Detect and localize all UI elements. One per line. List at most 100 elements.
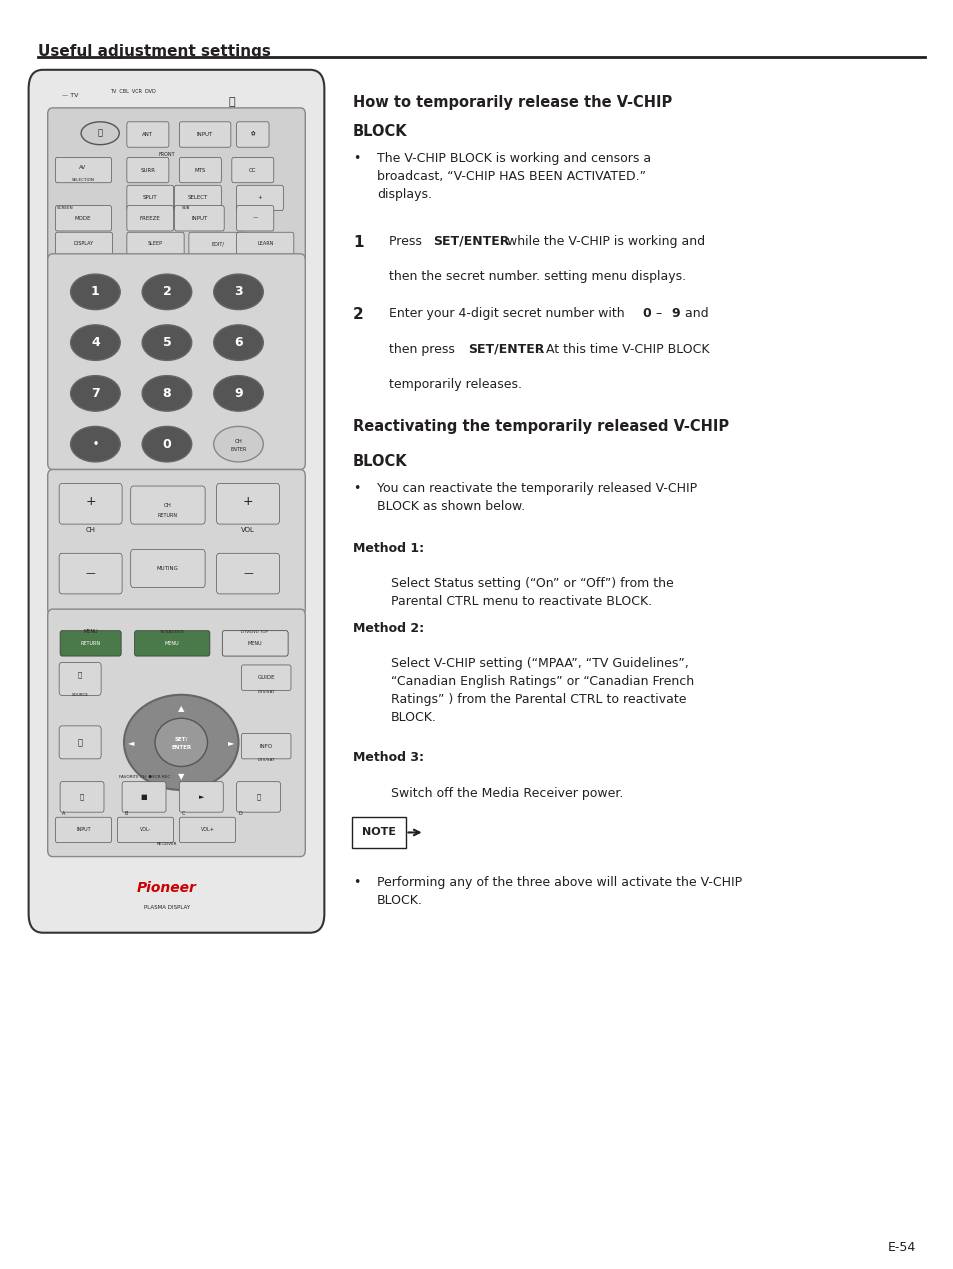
Text: VOL-: VOL-	[140, 827, 151, 832]
Text: BLOCK: BLOCK	[353, 124, 407, 140]
FancyBboxPatch shape	[216, 483, 279, 524]
FancyBboxPatch shape	[179, 782, 223, 812]
FancyBboxPatch shape	[55, 206, 112, 231]
Text: DISPLAY: DISPLAY	[73, 241, 94, 246]
Text: Performing any of the three above will activate the V-CHIP
BLOCK.: Performing any of the three above will a…	[376, 876, 741, 906]
FancyBboxPatch shape	[59, 726, 101, 759]
FancyBboxPatch shape	[236, 232, 294, 255]
Text: RETURN: RETURN	[80, 641, 101, 646]
Text: D: D	[238, 811, 242, 816]
FancyBboxPatch shape	[127, 122, 169, 147]
Ellipse shape	[71, 274, 120, 310]
Ellipse shape	[142, 325, 192, 360]
Text: 8: 8	[162, 387, 172, 400]
Text: temporarily releases.: temporarily releases.	[389, 378, 521, 391]
FancyBboxPatch shape	[222, 631, 288, 656]
FancyBboxPatch shape	[134, 631, 210, 656]
Text: FRONT: FRONT	[158, 152, 175, 157]
FancyBboxPatch shape	[48, 609, 305, 857]
FancyBboxPatch shape	[216, 553, 279, 594]
Text: DTV/DVD TOP: DTV/DVD TOP	[241, 629, 268, 634]
Ellipse shape	[142, 376, 192, 411]
Text: Select Status setting (“On” or “Off”) from the
Parental CTRL menu to reactivate : Select Status setting (“On” or “Off”) fr…	[391, 577, 673, 608]
Text: ANT: ANT	[142, 132, 153, 137]
Ellipse shape	[124, 695, 238, 789]
FancyBboxPatch shape	[189, 232, 246, 255]
FancyBboxPatch shape	[131, 549, 205, 588]
Text: •: •	[353, 152, 360, 165]
Text: Pioneer: Pioneer	[137, 881, 196, 896]
FancyBboxPatch shape	[179, 157, 221, 183]
Text: 1: 1	[91, 286, 100, 298]
Text: ⏸: ⏸	[77, 737, 83, 747]
Text: EDIT/: EDIT/	[211, 241, 224, 246]
Text: CC: CC	[249, 168, 256, 173]
Text: while the V-CHIP is working and: while the V-CHIP is working and	[502, 235, 704, 247]
Text: and: and	[680, 307, 708, 320]
Text: MENU: MENU	[164, 641, 179, 646]
Text: SET/ENTER: SET/ENTER	[468, 343, 544, 355]
Text: — TV: — TV	[62, 93, 78, 98]
Text: Press: Press	[389, 235, 426, 247]
FancyBboxPatch shape	[174, 185, 221, 211]
Text: 2: 2	[162, 286, 172, 298]
FancyBboxPatch shape	[48, 108, 305, 324]
FancyBboxPatch shape	[131, 486, 205, 524]
FancyBboxPatch shape	[127, 157, 169, 183]
Text: Useful adjustment settings: Useful adjustment settings	[38, 44, 271, 60]
Text: SET/ENTER: SET/ENTER	[433, 235, 509, 247]
Text: LEARN: LEARN	[256, 241, 274, 246]
Text: 6: 6	[233, 336, 243, 349]
Text: MUTING: MUTING	[157, 566, 178, 571]
Text: +: +	[85, 495, 96, 508]
FancyBboxPatch shape	[127, 206, 173, 231]
FancyBboxPatch shape	[29, 70, 324, 933]
Text: SUB: SUB	[181, 206, 190, 211]
Text: RECEIVER: RECEIVER	[156, 841, 177, 846]
Text: —: —	[253, 216, 257, 221]
FancyBboxPatch shape	[60, 631, 121, 656]
Text: MENU: MENU	[247, 641, 262, 646]
Text: then press: then press	[389, 343, 458, 355]
Text: . At this time V-CHIP BLOCK: . At this time V-CHIP BLOCK	[537, 343, 709, 355]
Text: 4: 4	[91, 336, 100, 349]
Text: DTV/SAT: DTV/SAT	[257, 689, 274, 694]
Ellipse shape	[213, 274, 263, 310]
FancyBboxPatch shape	[236, 122, 269, 147]
Ellipse shape	[213, 325, 263, 360]
Ellipse shape	[71, 426, 120, 462]
Text: ⏻: ⏻	[78, 671, 82, 679]
Text: 中: 中	[229, 96, 235, 107]
FancyBboxPatch shape	[127, 232, 184, 255]
Text: CH: CH	[164, 503, 172, 508]
FancyBboxPatch shape	[48, 254, 305, 470]
Text: Select V-CHIP setting (“MPAA”, “TV Guidelines”,
“Canadian English Ratings” or “C: Select V-CHIP setting (“MPAA”, “TV Guide…	[391, 657, 694, 725]
Text: SPLIT: SPLIT	[143, 195, 157, 201]
Ellipse shape	[142, 274, 192, 310]
Text: VOL: VOL	[241, 528, 254, 533]
Ellipse shape	[142, 426, 192, 462]
FancyBboxPatch shape	[117, 817, 173, 843]
FancyBboxPatch shape	[60, 782, 104, 812]
Text: ►: ►	[198, 794, 204, 799]
FancyBboxPatch shape	[59, 553, 122, 594]
Text: TV/SAT/DVD: TV/SAT/DVD	[159, 629, 184, 634]
Text: ENTER: ENTER	[230, 447, 247, 452]
Ellipse shape	[81, 122, 119, 145]
Text: 9: 9	[233, 387, 243, 400]
Text: SURR: SURR	[140, 168, 155, 173]
Text: 0: 0	[162, 438, 172, 450]
Text: FREEZE: FREEZE	[140, 216, 160, 221]
Text: SELECT: SELECT	[188, 195, 208, 201]
Ellipse shape	[213, 376, 263, 411]
Text: •: •	[92, 439, 98, 449]
Text: Method 2:: Method 2:	[353, 622, 424, 634]
Ellipse shape	[154, 718, 208, 766]
FancyBboxPatch shape	[236, 782, 280, 812]
FancyBboxPatch shape	[232, 157, 274, 183]
FancyBboxPatch shape	[122, 782, 166, 812]
Text: ✿: ✿	[251, 132, 254, 137]
Ellipse shape	[71, 325, 120, 360]
Ellipse shape	[71, 376, 120, 411]
FancyBboxPatch shape	[55, 817, 112, 843]
